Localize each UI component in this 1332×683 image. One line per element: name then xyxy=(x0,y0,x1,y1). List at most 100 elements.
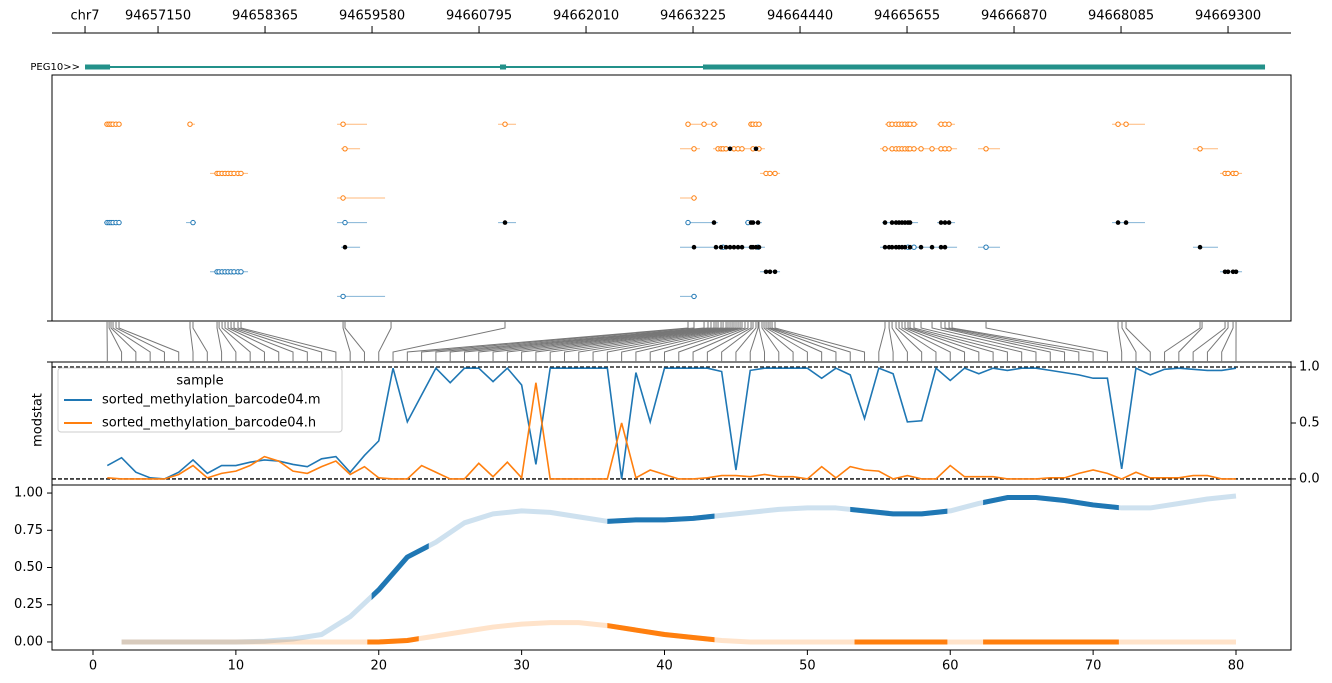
methylated-call xyxy=(1225,269,1231,275)
cpg-connector xyxy=(951,321,1094,362)
x-tick-label: 30 xyxy=(513,659,530,674)
cpg-connector xyxy=(721,321,754,362)
unmethylated-call xyxy=(685,219,691,226)
cpg-connector xyxy=(110,321,137,362)
cpg-connector xyxy=(904,321,966,362)
methylated-call xyxy=(942,220,948,225)
cpg-connector xyxy=(663,321,743,362)
cpg-connector xyxy=(506,321,719,362)
unmethylated-call xyxy=(238,170,244,177)
unmethylated-call xyxy=(739,146,745,152)
cpg-connector xyxy=(763,321,794,362)
methylated-call xyxy=(929,244,935,250)
cpg-connector xyxy=(435,321,705,362)
unmethylated-call xyxy=(911,244,917,250)
exon xyxy=(702,64,1266,70)
y-tick-label: 0.00 xyxy=(14,634,43,649)
y-tick-label: 0.5 xyxy=(1299,415,1320,430)
cpg-connector xyxy=(563,321,729,362)
legend-box xyxy=(57,367,343,433)
methylated-call xyxy=(739,244,745,250)
series-line xyxy=(107,382,1236,480)
cpg-connector xyxy=(463,321,712,362)
cpg-connector xyxy=(944,321,1066,362)
cpg-connector xyxy=(888,321,894,362)
methylated-call xyxy=(731,244,737,250)
cpg-connector xyxy=(421,321,695,362)
x-tick-label: 94669300 xyxy=(1195,9,1261,24)
methylated-call xyxy=(723,244,729,250)
methylated-call xyxy=(1197,244,1203,250)
cpg-connector xyxy=(706,321,752,362)
highlight xyxy=(983,639,1119,645)
methylated-call xyxy=(711,220,717,225)
cpg-connector xyxy=(492,321,717,362)
cpg-connector xyxy=(891,321,908,362)
cpg-connector xyxy=(240,321,337,362)
unmethylated-call xyxy=(918,146,924,152)
methylated-call xyxy=(882,244,888,250)
methylated-call xyxy=(1115,220,1121,225)
cpg-connector xyxy=(108,321,123,362)
unmethylated-call xyxy=(691,293,697,300)
methylated-call xyxy=(727,244,733,250)
unmethylated-call xyxy=(691,146,697,152)
methylated-call xyxy=(938,220,944,225)
cpg-connector xyxy=(769,321,837,362)
cpg-connector xyxy=(771,321,851,362)
methylated-call xyxy=(889,220,895,225)
unmethylated-call xyxy=(1233,170,1239,177)
x-tick-label: 60 xyxy=(942,659,959,674)
exon xyxy=(85,64,111,70)
cpg-connector xyxy=(985,321,1108,362)
cpg-connector xyxy=(1178,321,1203,362)
unmethylated-call xyxy=(1197,146,1203,152)
methylated-call xyxy=(755,220,761,225)
cpg-connector xyxy=(221,321,251,362)
unmethylated-call xyxy=(983,146,989,152)
unmethylated-call xyxy=(756,121,762,127)
unmethylated-call xyxy=(983,244,989,250)
cpg-connector xyxy=(749,321,759,362)
methylated-call xyxy=(902,244,908,250)
unmethylated-call xyxy=(342,219,348,226)
cpg-connector xyxy=(449,321,709,362)
y-tick-label: 1.0 xyxy=(1299,360,1320,375)
cpg-connector xyxy=(931,321,1037,362)
cpg-connector xyxy=(549,321,727,362)
unmethylated-call xyxy=(772,170,778,177)
methylated-call xyxy=(918,244,924,250)
x-tick-label: 40 xyxy=(656,659,673,674)
x-tick-label: 94664440 xyxy=(767,9,833,24)
cpg-connector xyxy=(761,321,780,362)
y-tick-label: 0.50 xyxy=(14,560,43,575)
methylated-call xyxy=(907,244,913,250)
cpg-connector xyxy=(692,321,749,362)
unmethylated-call xyxy=(1123,121,1129,127)
y-tick-label: 0.25 xyxy=(14,597,43,612)
unmethylated-call xyxy=(691,195,697,201)
x-tick-label: chr7 xyxy=(71,9,100,24)
highlight-line xyxy=(983,639,1119,645)
methylated-call xyxy=(942,244,948,250)
highlight xyxy=(607,513,715,524)
cpg-connector xyxy=(592,321,733,362)
x-tick-label: 94663225 xyxy=(660,9,726,24)
methylated-call xyxy=(727,146,733,152)
methylated-call xyxy=(1123,220,1129,225)
cpg-connector xyxy=(1125,321,1151,362)
exon xyxy=(499,64,507,70)
unmethylated-call xyxy=(911,146,917,152)
unmethylated-call xyxy=(882,146,888,152)
y-axis-label: modstat xyxy=(31,393,46,447)
methylated-call xyxy=(750,220,756,225)
cpg-connector xyxy=(767,321,823,362)
methylated-call xyxy=(763,269,769,275)
cpg-connector xyxy=(913,321,1008,362)
unmethylated-call xyxy=(1115,121,1121,127)
cpg-connector xyxy=(392,321,506,362)
unmethylated-call xyxy=(946,146,952,152)
cpg-connector xyxy=(1192,321,1226,362)
cpg-connector xyxy=(216,321,223,362)
legend-label: sorted_methylation_barcode04.m xyxy=(102,393,321,408)
